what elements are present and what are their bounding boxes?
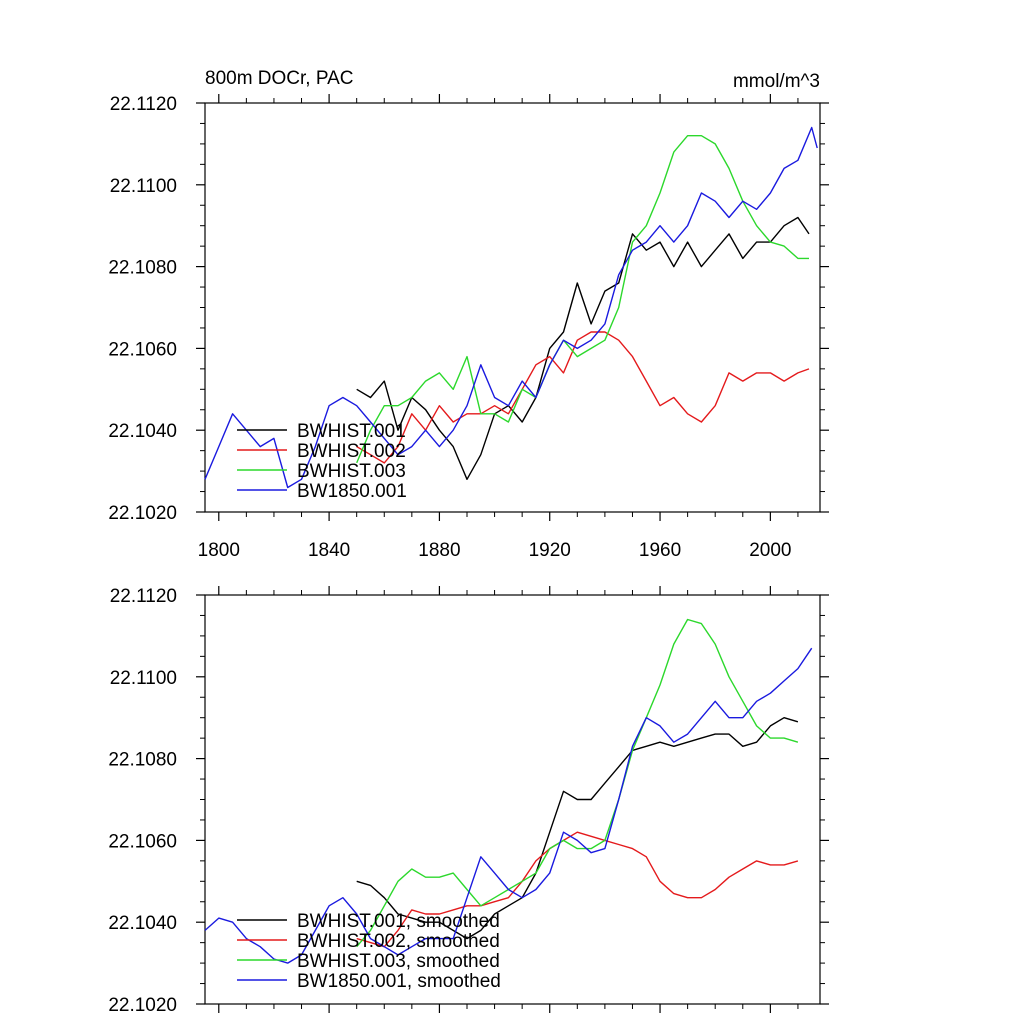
legend-label: BWHIST.002, smoothed	[297, 931, 500, 952]
y-tick-label: 22.1020	[108, 503, 177, 524]
y-axis-tick-labels: 22.1020 22.1040 22.1060 22.1080 22.1100 22.11…	[108, 586, 177, 1016]
x-tick-label: 1880	[418, 540, 460, 561]
panel-bottom: 22.1020 22.1040 22.1060 22.1080 22.1100 22.11…	[108, 586, 829, 1016]
legend-label: BWHIST.001	[297, 421, 406, 442]
y-tick-label: 22.1060	[108, 831, 177, 852]
legend-label: BW1850.001	[297, 481, 407, 502]
y-tick-label: 22.1120	[110, 586, 177, 607]
y-tick-label: 22.1080	[108, 750, 177, 771]
legend-label: BWHIST.002	[297, 441, 406, 462]
series-line-4	[204, 126, 818, 489]
series-line-4	[204, 647, 813, 964]
legend-label: BWHIST.001, smoothed	[297, 911, 500, 932]
series-line-1	[356, 717, 799, 940]
x-tick-label: 1960	[639, 540, 681, 561]
panel-top: 800m DOCr, PAC mmol/m^3 22.102022.104022…	[108, 68, 829, 561]
x-tick-label: 1920	[529, 540, 571, 561]
y-tick-label: 22.1100	[110, 176, 177, 197]
y-axis-tick-labels: 22.1020 22.1040 22.1060 22.1080 22.1100 22.11…	[108, 94, 177, 524]
axis-ticks	[196, 94, 829, 521]
series-lines	[204, 126, 818, 489]
legend-label: BW1850.001, smoothed	[297, 971, 501, 992]
legend-label: BWHIST.003, smoothed	[297, 951, 500, 972]
x-axis-tick-labels: 1800 1840 1880 1920 1960 2000	[198, 540, 792, 561]
y-tick-label: 22.1100	[110, 668, 177, 689]
chart-title-right: mmol/m^3	[733, 71, 820, 92]
y-tick-label: 22.1020	[108, 995, 177, 1016]
chart-title-left: 800m DOCr, PAC	[205, 68, 354, 89]
y-tick-label: 22.1040	[108, 913, 177, 934]
y-tick-label: 22.1080	[108, 258, 177, 279]
axis-ticks	[196, 586, 829, 1013]
series-line-2	[356, 331, 810, 464]
series-lines	[204, 618, 813, 964]
y-tick-label: 22.1040	[108, 421, 177, 442]
series-line-2	[356, 831, 799, 948]
y-tick-label: 22.1120	[110, 94, 177, 115]
series-line-1	[356, 216, 810, 480]
x-tick-label: 2000	[749, 540, 791, 561]
legend-label: BWHIST.003	[297, 461, 406, 482]
series-line-3	[356, 134, 809, 464]
x-tick-label: 1840	[308, 540, 350, 561]
series-line-3	[356, 618, 799, 948]
y-tick-label: 22.1060	[108, 339, 177, 360]
x-tick-label: 1800	[198, 540, 240, 561]
